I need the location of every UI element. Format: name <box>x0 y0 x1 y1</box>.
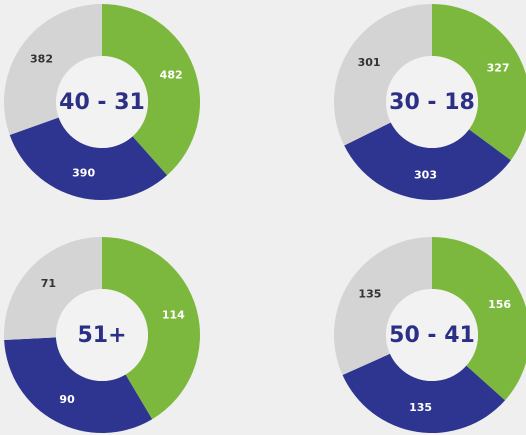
segment-label: 135 <box>409 401 432 414</box>
segment-label: 90 <box>59 393 75 406</box>
donut-hole <box>386 56 478 148</box>
donut-segment <box>102 4 200 176</box>
donut-hole <box>56 289 148 381</box>
segment-label: 114 <box>162 308 185 321</box>
donut-segment <box>9 117 168 200</box>
donut-segment <box>334 237 432 375</box>
center-label: 30 - 18 <box>389 90 475 115</box>
segment-label: 303 <box>414 169 437 182</box>
segment-label: 301 <box>358 56 381 69</box>
donut-segment <box>432 237 526 401</box>
segment-label: 156 <box>488 298 511 311</box>
segment-label: 327 <box>487 62 510 75</box>
donut-segment <box>342 353 506 433</box>
segment-label: 390 <box>72 167 95 180</box>
donut-segment <box>3 237 102 341</box>
segment-label: 135 <box>358 288 381 301</box>
center-label: 50 - 41 <box>389 323 475 348</box>
segment-label: 482 <box>160 69 183 82</box>
donut-segment <box>344 122 511 200</box>
center-label: 40 - 31 <box>59 90 145 115</box>
donut-segment <box>102 237 200 420</box>
donut-segment <box>333 4 432 146</box>
segment-label: 382 <box>30 52 53 65</box>
donut-segment <box>4 337 153 433</box>
center-label: 51+ <box>77 323 126 348</box>
donut-hole <box>386 289 478 381</box>
donut-segment <box>3 4 102 135</box>
donut-hole <box>56 56 148 148</box>
segment-label: 71 <box>41 277 56 290</box>
donut-segment <box>432 4 526 161</box>
